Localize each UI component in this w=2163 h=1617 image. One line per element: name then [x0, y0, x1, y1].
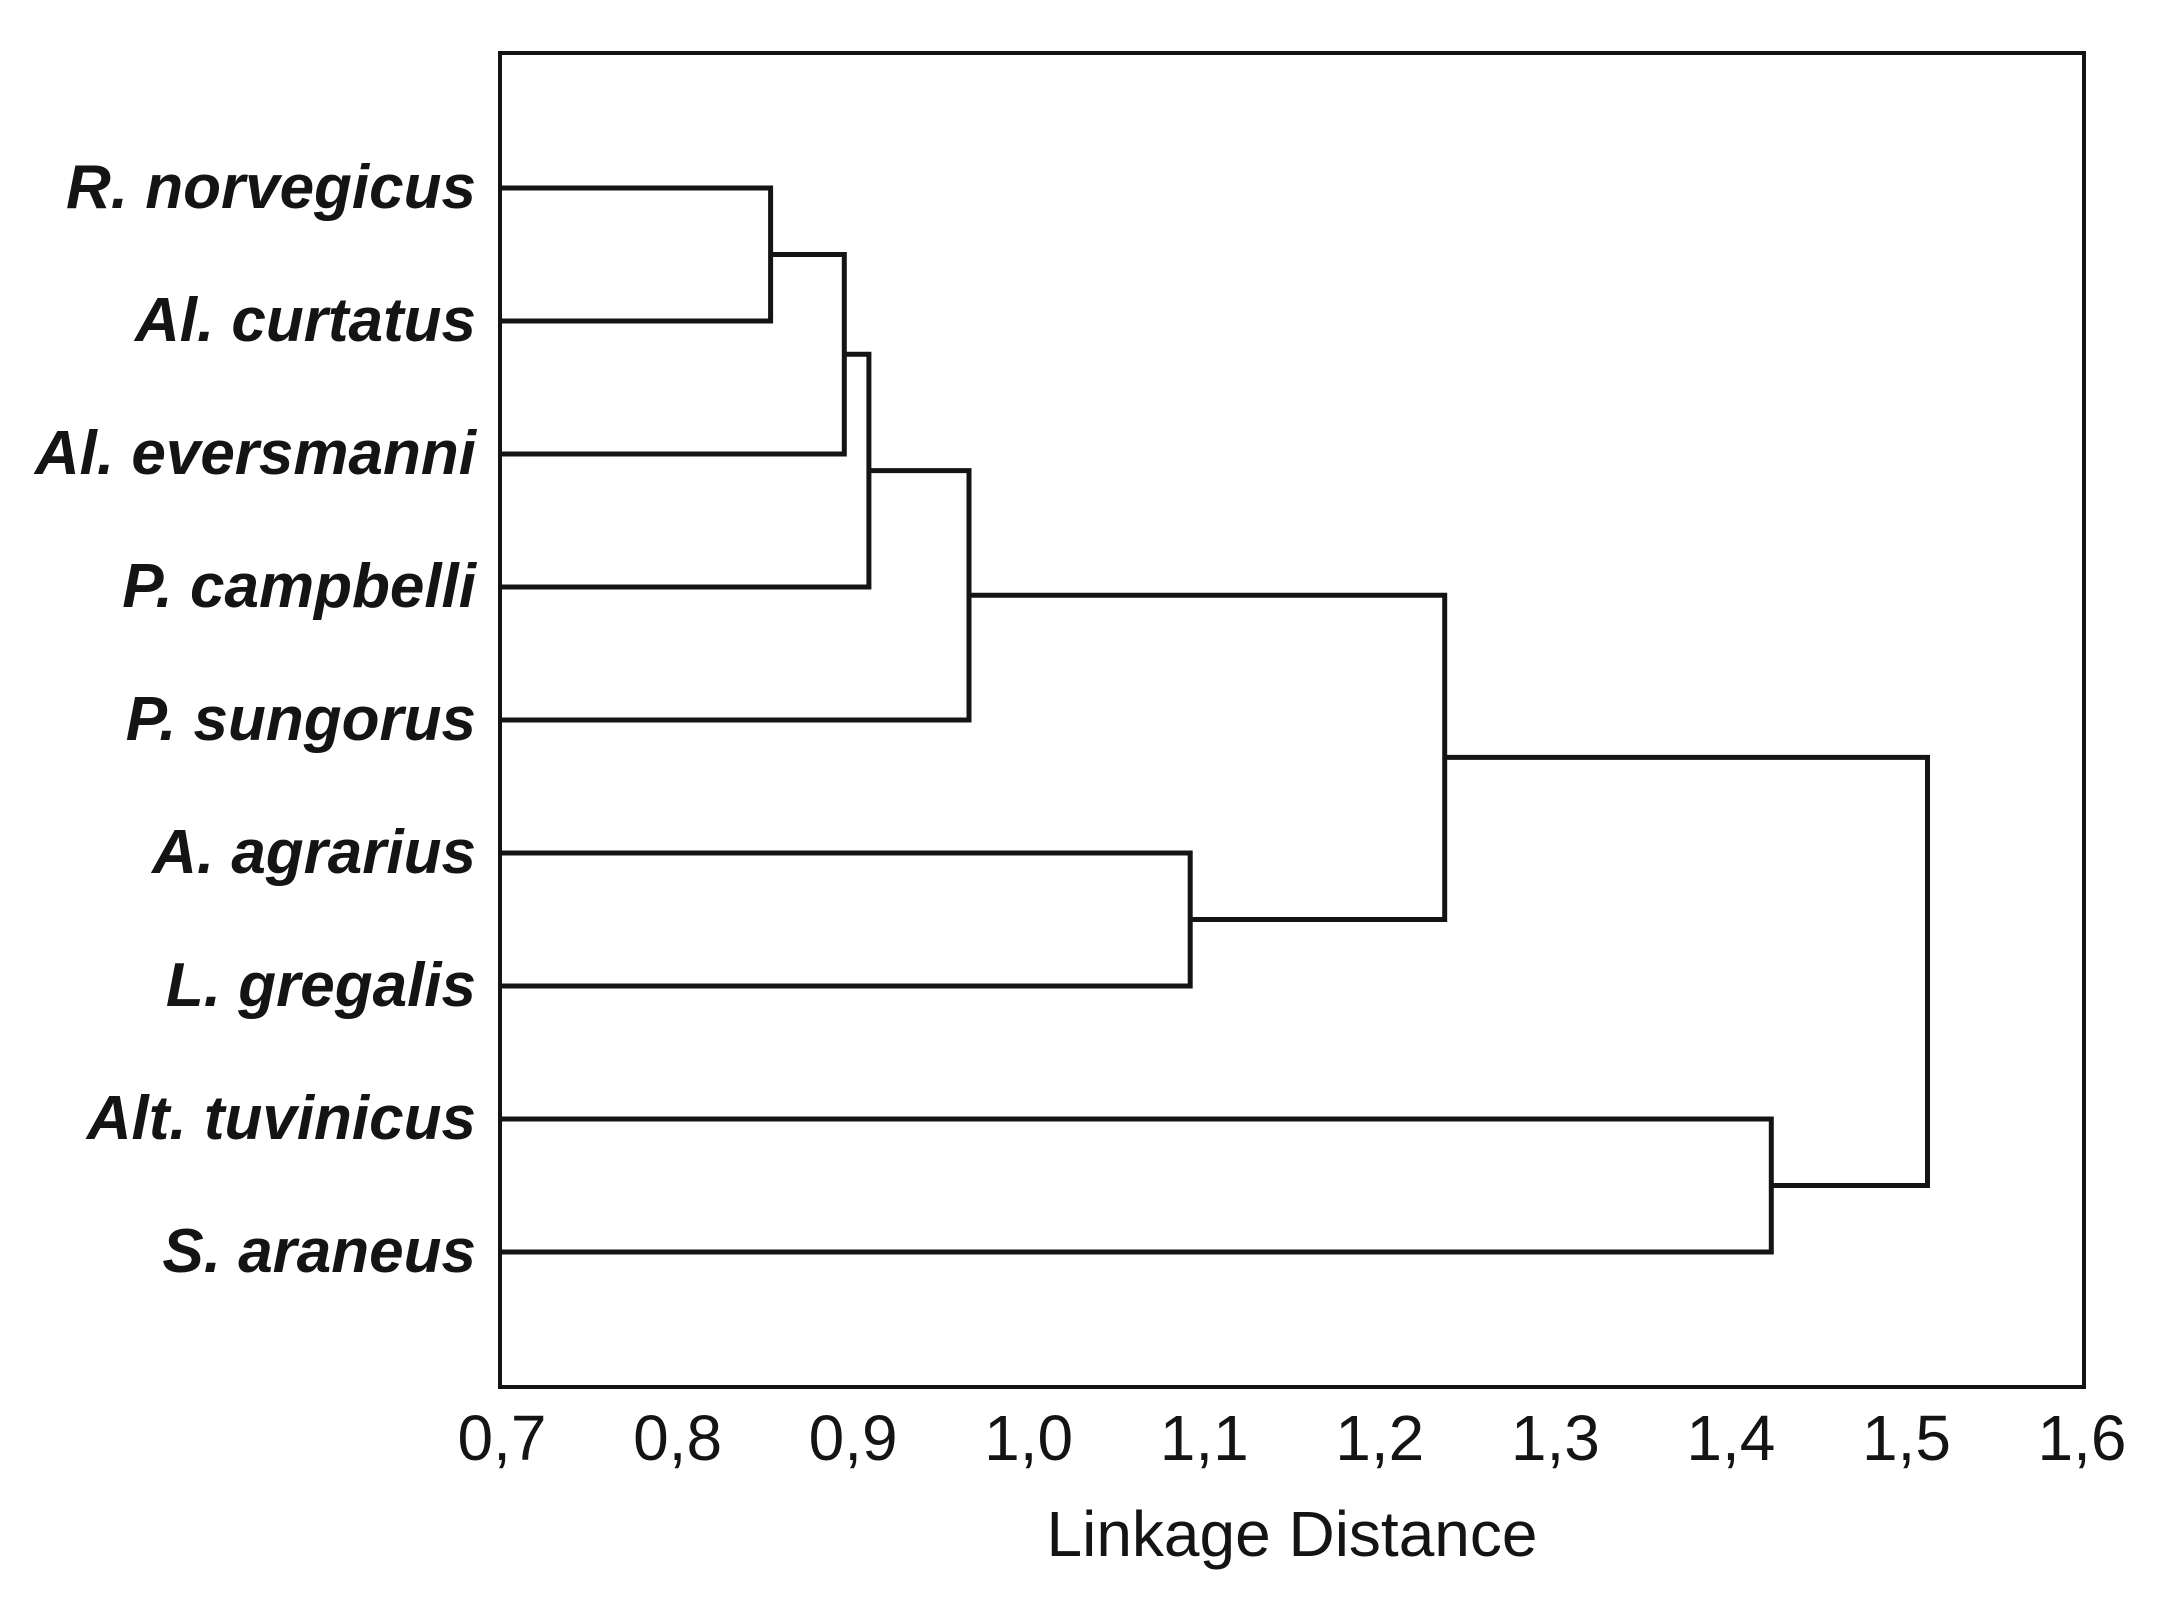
x-tick-label: 1,5 [1861, 1402, 1951, 1474]
plot-area [498, 51, 2086, 1389]
dendrogram-svg [502, 185, 1930, 1255]
x-tick-label: 1,2 [1335, 1402, 1425, 1474]
leaf-label: A. agrarius [152, 818, 476, 887]
x-tick-label: 1,1 [1159, 1402, 1249, 1474]
leaf-label: Al. eversmanni [34, 419, 476, 488]
leaf-label: S. araneus [162, 1217, 476, 1286]
leaf-label: L. gregalis [165, 951, 476, 1020]
x-axis-title: Linkage Distance [1046, 1498, 1538, 1570]
x-tick-label: 1,0 [984, 1402, 1074, 1474]
leaf-label: Alt. tuvinicus [86, 1084, 476, 1153]
x-tick-label: 0,9 [808, 1402, 898, 1474]
dendrogram-tree-lines [502, 185, 1930, 1255]
leaf-label: Al. curtatus [134, 286, 476, 355]
x-tick-label: 1,3 [1510, 1402, 1600, 1474]
leaf-label: R. norvegicus [66, 153, 476, 222]
leaf-label: P. sungorus [125, 685, 476, 754]
x-tick-label: 1,4 [1686, 1402, 1776, 1474]
x-tick-label: 0,8 [633, 1402, 723, 1474]
leaf-label: P. campbelli [122, 552, 476, 621]
x-tick-label: 0,7 [457, 1402, 547, 1474]
x-tick-label: 1,6 [2037, 1402, 2127, 1474]
